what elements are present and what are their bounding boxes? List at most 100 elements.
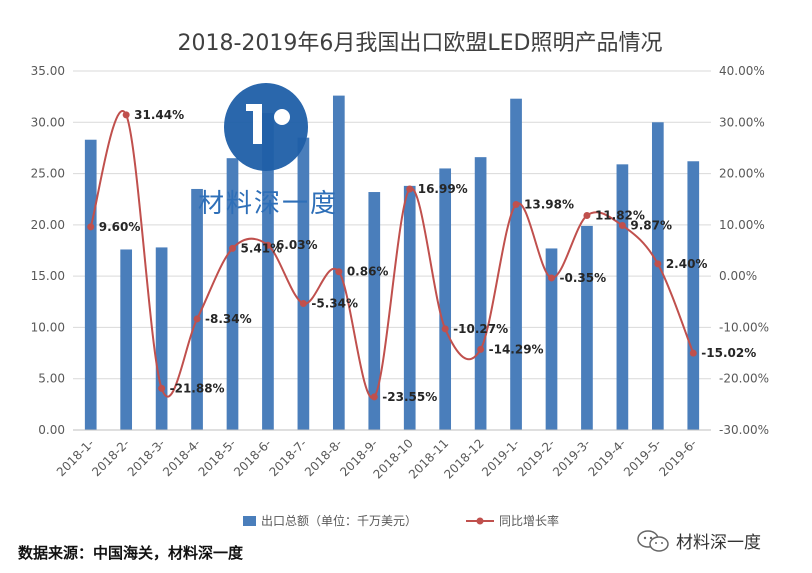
bar — [403, 185, 416, 430]
data-label: 0.86% — [347, 265, 389, 279]
line-point — [370, 393, 378, 401]
right-axis-tick-label: 20.00% — [719, 167, 765, 181]
x-axis-tick-label: 2018-7- — [266, 436, 309, 479]
growth-rate-line — [89, 110, 695, 399]
line-point — [87, 223, 95, 231]
watermark-text: 材料深一度 — [198, 189, 338, 219]
left-axis-tick-label: 5.00 — [38, 372, 65, 386]
data-label: 2.40% — [666, 257, 708, 271]
line-point — [618, 222, 626, 230]
x-axis-tick-label: 2019-2- — [515, 436, 558, 479]
x-axis-tick-label: 2018-1- — [54, 436, 97, 479]
legend-label: 同比增长率 — [499, 513, 559, 528]
data-label: 11.82% — [595, 209, 645, 223]
bar — [120, 249, 133, 430]
x-axis-tick-label: 2019-4- — [585, 436, 628, 479]
bar — [332, 95, 345, 431]
data-label: -23.55% — [382, 390, 437, 404]
data-label: -10.27% — [453, 322, 508, 336]
right-axis-tick-label: 0.00% — [719, 269, 757, 283]
right-axis-tick-label: 40.00% — [719, 64, 765, 78]
line-point — [193, 315, 201, 323]
left-axis-tick-label: 25.00 — [31, 167, 65, 181]
x-axis-tick-label: 2018-8- — [302, 436, 345, 479]
line-point — [229, 244, 236, 252]
data-source-note: 数据来源：中国海关，材料深一度 — [18, 544, 244, 562]
legend: 出口总额（单位：千万美元） 同比增长率 — [243, 513, 559, 528]
data-label: 9.60% — [99, 220, 141, 234]
data-label: -21.88% — [170, 381, 225, 395]
right-axis-tick-label: -10.00% — [719, 320, 769, 334]
data-label: -0.35% — [560, 271, 607, 285]
line-series: 9.60% 31.44% -21.88% -8.34% 5.41%6.03% -5.34%… — [87, 108, 756, 404]
data-label: 6.03% — [276, 238, 318, 252]
line-point — [583, 212, 591, 220]
left-axis-tick-label: 15.00 — [31, 269, 65, 283]
data-label: 31.44% — [134, 108, 184, 122]
bar — [155, 247, 168, 430]
corner-watermark-text: 材料深一度 — [676, 533, 761, 553]
data-label: 5.41% — [241, 241, 283, 255]
bar — [262, 113, 274, 430]
legend-swatch-marker — [476, 517, 484, 525]
bar — [651, 122, 664, 431]
line-point — [477, 345, 485, 353]
data-label: -15.02% — [701, 346, 756, 360]
x-axis-tick-label: 2018-3- — [125, 436, 168, 479]
data-label: 16.99% — [418, 182, 468, 196]
bar — [474, 157, 487, 430]
data-label: -5.34% — [311, 297, 358, 311]
logo-icon — [224, 83, 308, 171]
wechat-icon — [637, 529, 669, 552]
line-point — [512, 200, 520, 208]
line-point — [654, 260, 662, 268]
x-axis-tick-label: 2018-2- — [89, 436, 132, 479]
left-axis-tick-label: 10.00 — [31, 320, 65, 334]
x-axis-tick-label: 2019-5- — [621, 436, 664, 479]
right-axis-tick-label: -20.00% — [719, 372, 769, 386]
bar — [616, 164, 629, 430]
data-label: 13.98% — [524, 197, 574, 211]
x-axis-tick-label: 2019-3- — [550, 436, 593, 479]
line-point — [441, 325, 449, 333]
x-axis-tick-label: 2018-5- — [196, 436, 239, 479]
left-axis-tick-label: 20.00 — [31, 218, 65, 232]
line-point — [335, 268, 343, 276]
data-label: 9.87% — [630, 219, 672, 233]
bar — [368, 192, 381, 430]
line-point — [299, 300, 307, 308]
line-point — [158, 384, 166, 392]
line-point — [689, 349, 697, 357]
right-axis-tick-label: 10.00% — [719, 218, 765, 232]
bar — [191, 188, 203, 430]
line-point — [122, 111, 130, 119]
corner-watermark: 材料深一度 — [636, 528, 761, 553]
x-axis-tick-label: 2019-1- — [479, 436, 522, 479]
left-axis-tick-label: 0.00 — [38, 423, 65, 437]
bar-series — [84, 95, 700, 431]
bar — [297, 137, 310, 430]
data-label: -14.29% — [489, 342, 544, 356]
bar — [510, 98, 522, 431]
line-point — [406, 185, 414, 193]
x-axis-tick-label: 2018-4- — [160, 436, 203, 479]
line-point — [548, 274, 555, 282]
bar — [687, 161, 700, 430]
x-axis-tick-label: 2018-6- — [231, 436, 274, 479]
right-axis-tick-label: -30.00% — [719, 423, 769, 437]
bar — [84, 139, 97, 431]
legend-swatch-bar — [243, 516, 256, 526]
left-axis-tick-label: 35.00 — [31, 64, 65, 78]
bar — [439, 168, 452, 430]
left-axis-tick-label: 30.00 — [31, 115, 65, 129]
bar — [545, 248, 558, 430]
data-label: -8.34% — [205, 312, 252, 326]
chart-title: 2018-2019年6月我国出口欧盟LED照明产品情况 — [177, 31, 662, 56]
right-axis-tick-label: 30.00% — [719, 115, 765, 129]
x-axis-tick-label: 2019-6- — [656, 436, 699, 479]
grid — [73, 70, 711, 431]
legend-label: 出口总额（单位：千万美元） — [261, 513, 417, 528]
bar — [226, 158, 239, 430]
bar — [581, 225, 593, 430]
